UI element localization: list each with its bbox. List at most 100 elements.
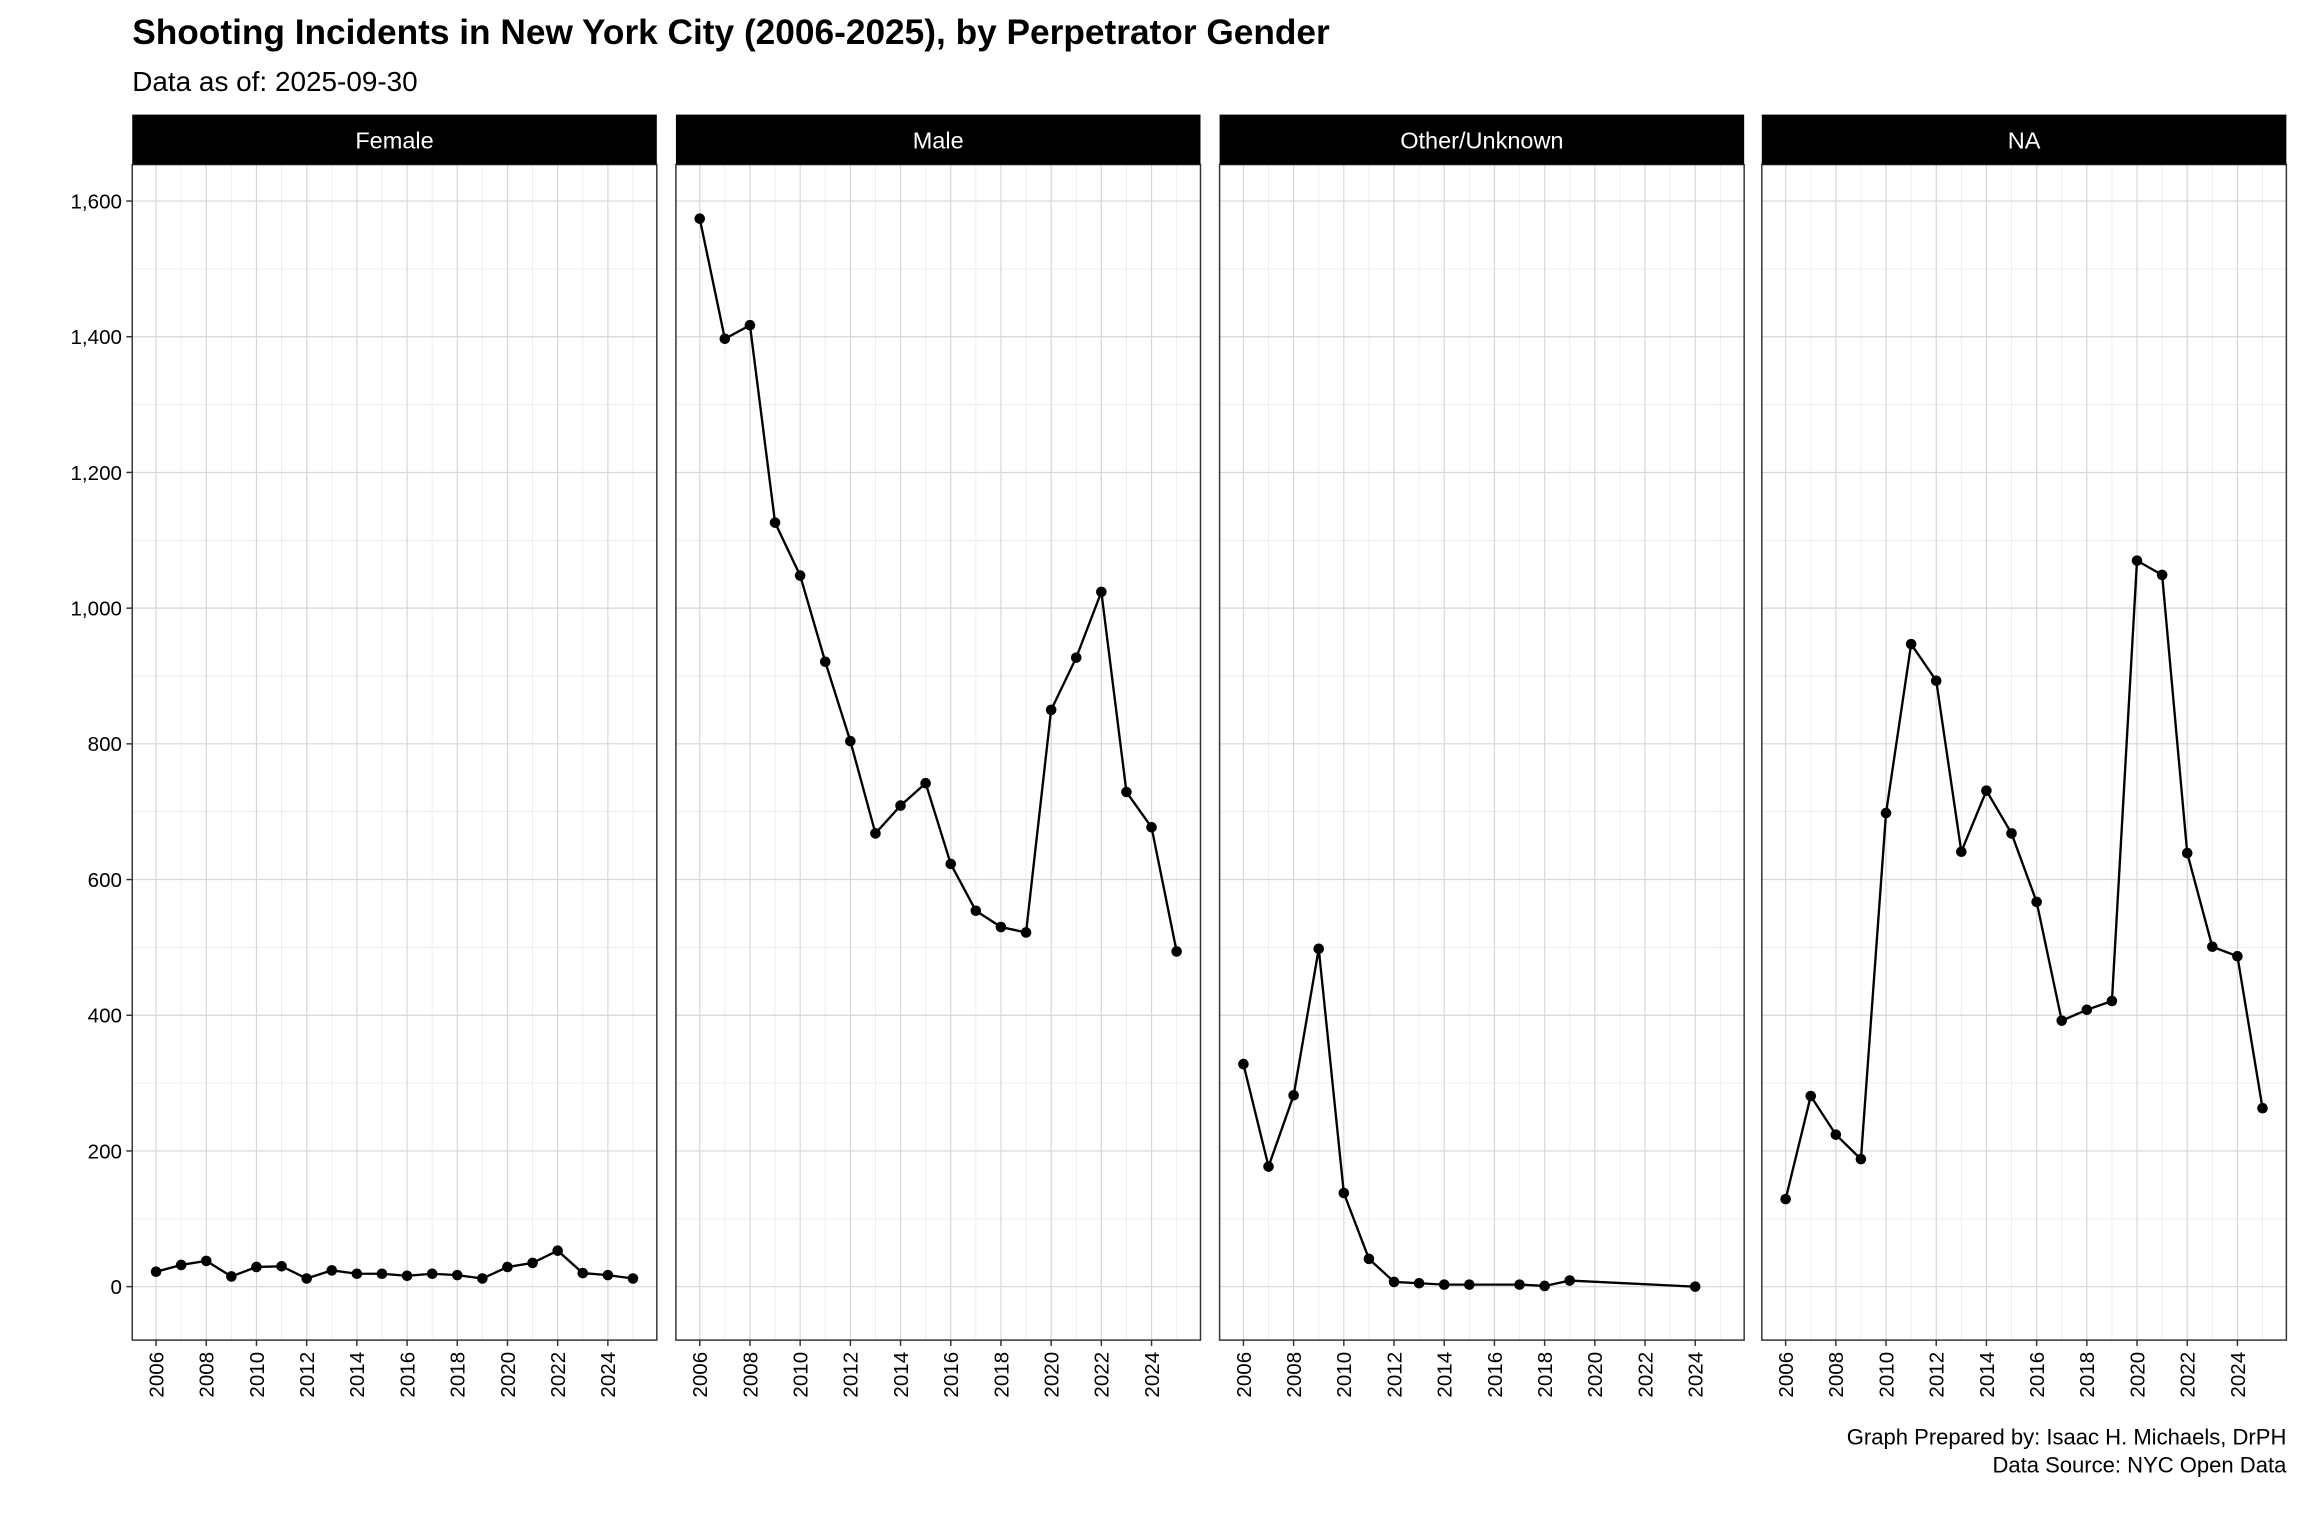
caption: Data Source: NYC Open Data [1992, 1452, 2287, 1477]
y-tick-label: 800 [88, 733, 122, 756]
point [627, 1273, 639, 1284]
x-tick-label: 2012 [1926, 1352, 1949, 1398]
y-tick-label: 1,200 [70, 462, 121, 485]
point [945, 858, 957, 870]
point [2232, 950, 2243, 962]
point [920, 777, 931, 789]
point [2081, 1004, 2093, 1016]
x-tick-label: 2006 [1233, 1352, 1256, 1398]
point [150, 1266, 162, 1278]
point [451, 1269, 463, 1281]
point [1564, 1275, 1576, 1286]
x-tick-label: 2010 [1333, 1352, 1356, 1398]
x-tick-label: 2016 [940, 1352, 963, 1398]
point [2006, 828, 2017, 839]
x-tick-label: 2006 [689, 1352, 712, 1398]
x-tick-label: 2012 [840, 1352, 863, 1398]
x-tick-label: 2006 [145, 1352, 168, 1398]
x-tick-label: 2020 [1040, 1352, 1063, 1398]
strip [132, 114, 657, 165]
point [175, 1259, 187, 1271]
point [1121, 786, 1132, 798]
x-tick-label: 2014 [1434, 1352, 1457, 1398]
x-tick-label: 2022 [1091, 1352, 1114, 1398]
point [577, 1267, 589, 1279]
x-tick-label: 2022 [1634, 1352, 1657, 1398]
point [200, 1255, 212, 1267]
point [1464, 1279, 1475, 1290]
point [1171, 946, 1182, 957]
x-tick-label: 2016 [396, 1352, 419, 1398]
point [1539, 1280, 1550, 1292]
y-tick-label: 0 [111, 1276, 122, 1299]
x-tick-label: 2014 [1976, 1352, 1999, 1398]
point [1930, 675, 1942, 687]
point [744, 319, 756, 331]
panel-background [132, 164, 657, 1341]
panel: 2006 2008 2010 2012 2014 2016 2018 2020 2022 2024… [1218, 114, 1745, 1398]
point [2031, 896, 2042, 908]
x-tick-label: 2024 [1685, 1352, 1708, 1398]
y-tick-label: 1,400 [70, 326, 121, 349]
strip [1761, 114, 2287, 165]
point [1238, 1058, 1249, 1070]
point [970, 905, 982, 917]
point [995, 921, 1007, 933]
point [1956, 846, 1967, 858]
point [426, 1268, 438, 1280]
point [1981, 785, 1992, 796]
panel-background [1219, 164, 1745, 1341]
point [226, 1271, 237, 1282]
y-tick-label: 600 [88, 869, 122, 892]
panel: 0 200 400 600 800 1,000 1,200 1,400 1,600 2006 200… [70, 114, 658, 1398]
x-tick-label: 2024 [2227, 1352, 2250, 1398]
x-tick-label: 2018 [1534, 1352, 1557, 1398]
x-tick-label: 2024 [597, 1352, 620, 1398]
point [1288, 1090, 1299, 1101]
x-tick-label: 2018 [990, 1352, 1013, 1398]
point [1363, 1253, 1375, 1265]
line [698, 218, 1178, 952]
point [552, 1245, 563, 1256]
strip [675, 114, 1201, 165]
point [2257, 1102, 2268, 1114]
x-tick-label: 2020 [1584, 1352, 1607, 1398]
point [2056, 1015, 2068, 1026]
point [1045, 704, 1057, 716]
point [502, 1261, 513, 1273]
point [2106, 995, 2118, 1007]
strip-label: Male [913, 127, 964, 153]
point [819, 656, 831, 668]
strip-label: NA [2008, 127, 2041, 153]
point [301, 1273, 312, 1284]
point [845, 735, 856, 747]
x-tick-label: 2016 [2026, 1352, 2049, 1398]
point [2181, 847, 2193, 859]
point [2156, 569, 2168, 581]
panel: 2006 2008 2010 2012 2014 2016 2018 2020 2022 2024… [1761, 114, 2288, 1398]
x-tick-label: 2008 [1283, 1352, 1306, 1398]
line [1784, 558, 2264, 1200]
x-tick-label: 2010 [1875, 1352, 1898, 1398]
point [1146, 822, 1157, 833]
x-tick-label: 2012 [1383, 1352, 1406, 1398]
point [602, 1269, 614, 1281]
point [1388, 1276, 1400, 1288]
point [276, 1261, 287, 1272]
caption: Graph Prepared by: Isaac H. Michaels, Dr… [1847, 1424, 2287, 1449]
point [895, 800, 906, 811]
point [251, 1261, 262, 1273]
chart-title: Shooting Incidents in New York City (200… [132, 13, 1330, 52]
y-tick-label: 200 [88, 1140, 122, 1163]
strip-label: Other/Unknown [1400, 127, 1563, 153]
panel-background [1761, 164, 2287, 1341]
y-tick-label: 1,000 [70, 597, 121, 620]
x-tick-label: 2008 [1825, 1352, 1848, 1398]
point [1070, 652, 1082, 663]
panel: 2006 2008 2010 2012 2014 2016 2018 2020 2022 2024… [675, 114, 1202, 1398]
x-tick-label: 2018 [2076, 1352, 2099, 1398]
point [2207, 941, 2218, 953]
x-tick-label: 2020 [2126, 1352, 2149, 1398]
